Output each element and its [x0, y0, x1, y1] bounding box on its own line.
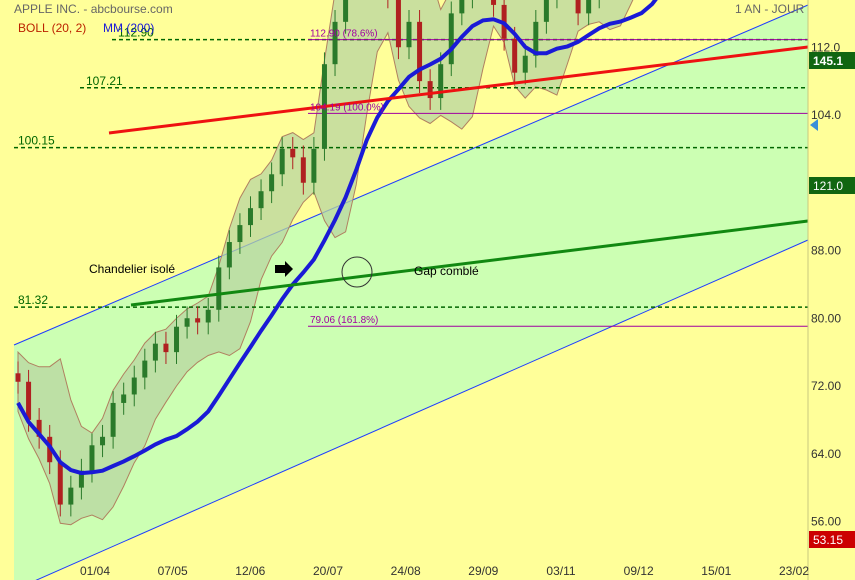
candle-body [417, 21, 423, 82]
candle-body [491, 0, 497, 5]
candle-body [279, 148, 285, 175]
level-label-fibo: 79.06 (161.8%) [310, 315, 378, 326]
annotation-isolated-candle: Chandelier isolé [89, 262, 175, 276]
candle-body [290, 148, 296, 158]
level-label-fibo: 112.90 (78.6%) [310, 29, 378, 40]
candle-body [406, 21, 412, 48]
candle-body [152, 343, 158, 361]
candle-body [121, 394, 127, 403]
channel-fill [14, 5, 808, 580]
level-label-green: 100.15 [18, 134, 55, 148]
candle-body [26, 381, 32, 420]
candle-body [311, 148, 317, 183]
low-price-label: 53.15 [813, 533, 843, 547]
candle-body [226, 242, 232, 268]
candle-body [89, 445, 95, 471]
x-tick-label: 20/07 [313, 564, 343, 578]
level-label-green: 81.32 [18, 293, 48, 307]
candle-body [586, 0, 592, 14]
arrow-icon [275, 261, 293, 277]
low-price-badge [809, 531, 855, 548]
candle-body [15, 373, 21, 382]
y-tick-label: 56.00 [811, 515, 841, 529]
candle-body [174, 326, 180, 353]
candle-body [448, 13, 454, 65]
candle-body [522, 55, 528, 73]
chart-title: APPLE INC. - abcbourse.com [14, 2, 173, 16]
axis-panel [808, 0, 855, 580]
y-tick-label: 72.00 [811, 379, 841, 393]
candle-body [205, 309, 211, 323]
y-tick-label: 80.00 [811, 311, 841, 325]
x-axis: 01/04 07/05 12/06 20/07 24/08 29/09 03/11 09/12… [80, 564, 809, 578]
candle-body [512, 38, 518, 73]
x-tick-label: 03/11 [546, 564, 575, 578]
candle-body [68, 487, 74, 505]
candle-body [131, 377, 137, 395]
horizontal-levels [14, 38, 808, 327]
last-price-label: 121.0 [813, 179, 843, 193]
candle-body [543, 0, 549, 22]
candle-body [343, 0, 349, 22]
candle-body [57, 462, 63, 505]
x-tick-label: 12/06 [235, 564, 265, 578]
x-tick-label: 09/12 [624, 564, 654, 578]
isolated-candle-circle [341, 256, 373, 288]
candle-body [438, 64, 444, 99]
candle-body [142, 360, 148, 378]
candle-body [258, 191, 264, 209]
x-tick-label: 15/01 [701, 564, 731, 578]
x-tick-label: 29/09 [468, 564, 498, 578]
candlesticks [15, 0, 600, 517]
legend-mm: MM (200) [103, 21, 154, 35]
candle-body [78, 470, 84, 488]
x-tick-label: 23/02 [779, 564, 809, 578]
candle-body [247, 208, 253, 226]
annotation-gap-filled: Gap comblé [414, 264, 479, 278]
x-tick-label: 24/08 [391, 564, 421, 578]
high-price-badge [809, 52, 855, 69]
last-price-badge [809, 177, 855, 194]
resistance-line [108, 45, 809, 135]
candle-body [427, 81, 433, 99]
candle-body [459, 0, 465, 14]
x-tick-label: 07/05 [158, 564, 188, 578]
candle-body [269, 174, 275, 192]
period-label: 1 AN - JOUR [735, 2, 805, 16]
candle-body [237, 225, 243, 243]
support-line [130, 219, 809, 307]
candle-body [110, 402, 116, 437]
high-price-label: 145.1 [813, 54, 843, 68]
candle-body [216, 267, 222, 310]
level-labels: 144.87 (0.0%)137.80135.27 (23.6%)129.341… [18, 26, 384, 327]
candle-body [533, 21, 539, 56]
x-tick-label: 01/04 [80, 564, 110, 578]
y-tick-label: 104.0 [811, 108, 841, 122]
y-tick-label: 88.00 [811, 244, 841, 258]
candle-body [184, 318, 190, 327]
level-label-green: 107.21 [86, 74, 123, 88]
legend-boll: BOLL (20, 2) [18, 21, 86, 35]
price-marker-icon [810, 119, 818, 131]
channel-lower-line [35, 239, 809, 580]
candle-body [195, 318, 201, 323]
level-label-green: 112.90 [118, 26, 154, 40]
candle-body [395, 0, 401, 48]
candle-body [100, 436, 106, 446]
y-tick-label: 112.0 [811, 40, 840, 54]
candle-body [300, 157, 306, 183]
mm200-line [16, 0, 658, 476]
y-tick-label: 64.00 [811, 447, 841, 461]
candle-body [332, 21, 338, 65]
channel-upper-line [13, 4, 809, 346]
candle-body [163, 343, 169, 353]
candle-body [575, 0, 581, 14]
level-label-fibo: 104.19 (100.0%) [310, 102, 384, 113]
candle-body [36, 419, 42, 437]
